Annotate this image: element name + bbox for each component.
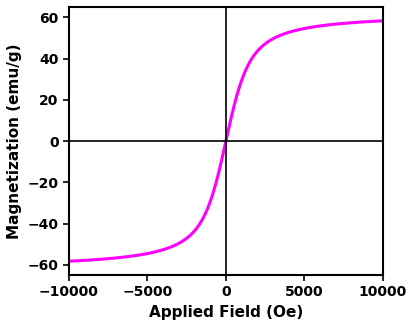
Y-axis label: Magnetization (emu/g): Magnetization (emu/g) xyxy=(7,43,22,239)
X-axis label: Applied Field (Oe): Applied Field (Oe) xyxy=(148,305,302,320)
